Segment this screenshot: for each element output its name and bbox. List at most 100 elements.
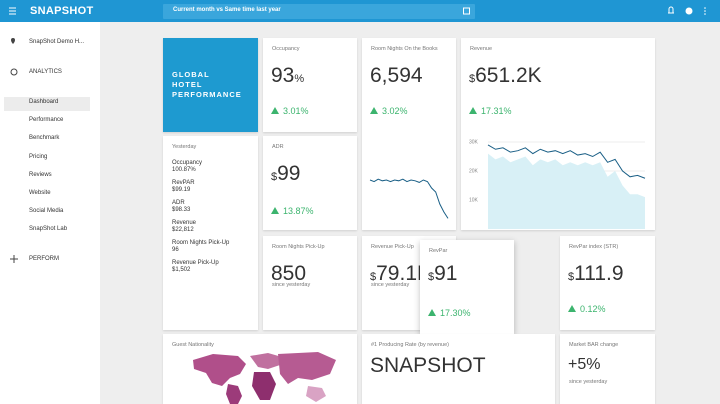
banner-card: GLOBAL HOTEL PERFORMANCE <box>163 38 258 132</box>
producing-rate-card[interactable]: #1 Producing Rate (by revenue) SNAPSHOT <box>362 334 555 404</box>
revenue-chart: 30K 20K 10K <box>469 139 646 229</box>
value: $91 <box>428 262 457 286</box>
label: RevPar index (STR) <box>569 244 619 250</box>
value-number: 651.2K <box>475 64 542 87</box>
stat-row: RevPAR $99.19 <box>172 180 229 194</box>
stat-label: ADR <box>172 200 185 206</box>
section-title[interactable]: ANALYTICS <box>29 69 62 75</box>
value-unit: $ <box>469 73 476 85</box>
world-map <box>193 352 336 404</box>
value: $651.2K <box>469 64 542 88</box>
value: +5% <box>568 356 601 373</box>
label: Revenue Pick-Up <box>371 244 414 250</box>
nav-item[interactable]: Pricing <box>29 153 48 160</box>
change: 3.01% <box>283 106 309 116</box>
stat-row: Revenue $22,812 <box>172 220 229 234</box>
label: Occupancy <box>272 46 300 52</box>
revpar-card[interactable]: RevPar $91 17.30% <box>420 240 514 334</box>
nav-item[interactable]: Social Media <box>29 208 64 215</box>
value-unit: $ <box>568 271 575 283</box>
banner-title: GLOBAL HOTEL PERFORMANCE <box>172 70 242 100</box>
value-unit: $ <box>271 171 278 183</box>
nav-active <box>4 97 90 111</box>
label: Room Nights On the Books <box>371 46 438 52</box>
nav-icons <box>10 38 18 263</box>
note: since yesterday <box>272 282 311 288</box>
change: 0.12% <box>580 304 606 314</box>
banner-line: GLOBAL <box>172 70 210 79</box>
stat-value: 100.87% <box>172 167 196 173</box>
nav-item[interactable]: Dashboard <box>29 99 59 105</box>
stat-label: Revenue Pick-Up <box>172 260 219 266</box>
adr-card[interactable]: ADR $99 13.87% <box>263 136 357 230</box>
value: $111.9 <box>568 262 624 286</box>
revenue-card[interactable]: Revenue $651.2K 17.31% 30K 20K 10K <box>461 38 655 230</box>
line <box>487 144 646 179</box>
label: ADR <box>272 144 284 150</box>
line <box>369 178 449 219</box>
nav-item[interactable]: Reviews <box>29 171 52 178</box>
stat-value: $99.19 <box>172 187 191 193</box>
value-number: 99 <box>277 162 301 185</box>
section-title[interactable]: PERFORM <box>29 256 59 262</box>
value: 850 <box>271 262 307 285</box>
change: 17.30% <box>440 308 471 318</box>
nav-item[interactable]: Website <box>29 190 51 196</box>
date-selector[interactable]: Current month vs Same time last year <box>163 4 475 19</box>
menu-icon[interactable] <box>9 7 17 15</box>
stat-row: ADR $98.33 <box>172 200 229 214</box>
label: Revenue <box>470 46 493 52</box>
nav-item[interactable]: SnapShot Lab <box>29 226 68 233</box>
up-arrow <box>271 207 279 214</box>
nav-item[interactable]: Benchmark <box>29 135 60 142</box>
market-bar-card[interactable]: Market BAR change +5% since yesterday <box>560 334 655 404</box>
date-selector-text: Current month vs Same time last year <box>173 7 281 13</box>
label: RevPar <box>429 248 448 254</box>
note: since yesterday <box>569 379 608 385</box>
label: #1 Producing Rate (by revenue) <box>371 342 449 348</box>
up-arrow <box>271 107 279 114</box>
stat-value: $22,812 <box>172 227 194 233</box>
sidebar: SnapShot Demo H... ANALYTICS Dashboard Pe… <box>0 22 100 404</box>
change: 17.31% <box>481 106 512 116</box>
stat-row: Occupancy 100.87% <box>172 160 229 174</box>
value: 6,594 <box>370 64 423 87</box>
stat-label: Occupancy <box>172 160 203 166</box>
value: SNAPSHOT <box>370 354 486 377</box>
room-nights-card[interactable]: Room Nights On the Books 6,594 3.02% <box>362 38 456 230</box>
stat-label: Revenue <box>172 220 197 226</box>
logo[interactable]: SNAPSHOT <box>30 5 94 17</box>
value-number: 91 <box>434 262 458 285</box>
sparkline <box>369 178 449 219</box>
calendar-icon[interactable] <box>463 7 471 15</box>
property-name[interactable]: SnapShot Demo H... <box>29 39 85 45</box>
value: $99 <box>271 162 300 186</box>
banner-line: PERFORMANCE <box>172 90 242 99</box>
note: since yesterday <box>371 282 410 288</box>
nationality-card[interactable]: Guest Nationality <box>163 334 357 404</box>
up-arrow <box>370 107 378 114</box>
value-unit: $ <box>428 271 435 283</box>
stat-label: RevPAR <box>172 180 195 186</box>
yesterday-card[interactable]: Yesterday Occupancy 100.87% RevPAR $99.19 AD… <box>163 136 258 330</box>
value: 93% <box>271 64 304 88</box>
top-bar: SNAPSHOT Current month vs Same time last… <box>0 0 720 22</box>
header-icons[interactable] <box>667 6 707 16</box>
change: 3.02% <box>382 106 408 116</box>
stat-label: Room Nights Pick-Up <box>172 240 230 246</box>
value-number: 79.1K <box>376 262 432 285</box>
up-arrow <box>428 309 436 316</box>
up-arrow <box>568 305 576 312</box>
y-tick-label: 10K <box>469 197 479 203</box>
occupancy-card[interactable]: Occupancy 93% 3.01% <box>263 38 357 132</box>
area <box>488 153 645 229</box>
stat-value: $98.33 <box>172 207 191 213</box>
nav-item[interactable]: Performance <box>29 117 64 124</box>
value-number: 93 <box>271 64 295 87</box>
value-number: 111.9 <box>574 262 624 285</box>
rn-pickup-card[interactable]: Room Nights Pick-Up 850 since yesterday <box>263 236 357 330</box>
y-tick-label: 30K <box>469 139 479 145</box>
revpar-index-card[interactable]: RevPar index (STR) $111.9 0.12% <box>560 236 655 330</box>
value-unit: $ <box>370 271 377 283</box>
